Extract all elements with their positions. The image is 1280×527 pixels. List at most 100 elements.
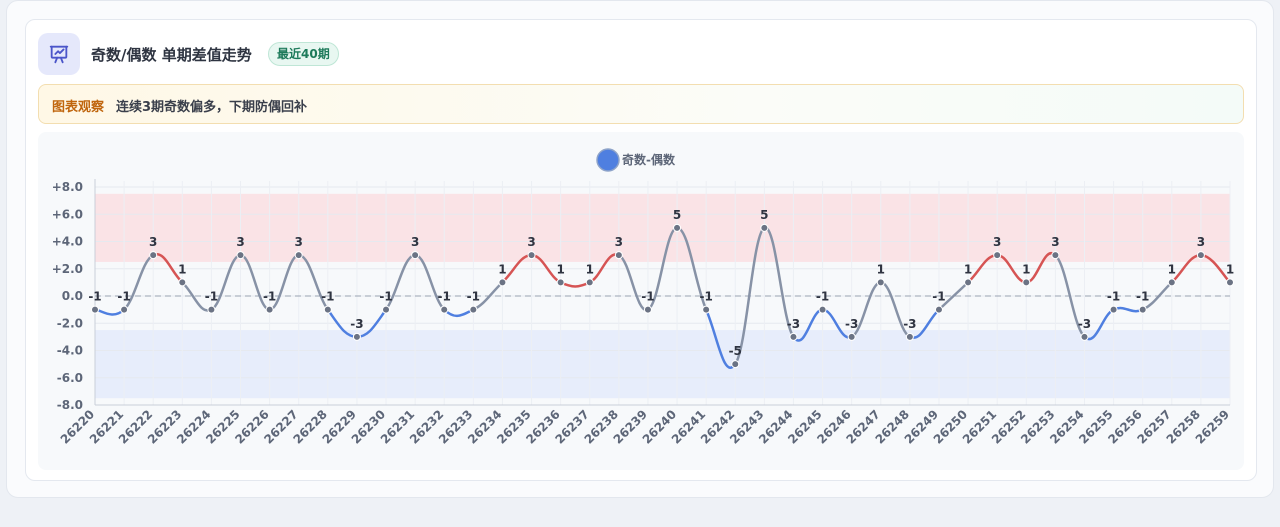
data-point [411,251,420,260]
data-point [614,251,623,260]
data-label: 1 [1022,262,1030,276]
y-tick-label: 0.0 [62,289,83,303]
observation-label: 图表观察 [52,100,105,115]
data-point [847,332,856,341]
data-label: -1 [117,290,130,304]
data-point [1022,278,1031,287]
data-label: 3 [993,235,1001,249]
data-label: -1 [816,290,829,304]
data-label: -1 [88,290,101,304]
presentation-chart-icon [38,33,80,75]
chart-title: 奇数/偶数 单期差值走势 [91,46,252,64]
series-line-segment [442,308,475,318]
data-label: -1 [205,290,218,304]
data-label: 5 [760,208,768,222]
y-tick-label: +4.0 [52,235,83,249]
data-point [760,223,769,232]
data-label: -3 [845,317,858,331]
range-band-1 [95,330,1230,399]
series-line-segment [559,281,591,288]
data-label: 3 [615,235,623,249]
data-label: -3 [787,317,800,331]
legend-label: 奇数-偶数 [622,152,676,167]
chart-card: 奇数/偶数 单期差值走势 最近40期 图表观察 连续3期奇数偏多，下期防偶回补 … [25,19,1257,481]
data-point [673,223,682,232]
data-label: 1 [556,262,564,276]
data-point [993,251,1002,260]
data-point [294,251,303,260]
legend-marker [596,148,620,172]
data-label: 3 [527,235,535,249]
data-label: -1 [699,290,712,304]
observation-text: 连续3期奇数偏多，下期防偶回补 [116,100,308,115]
data-label: 3 [149,235,157,249]
data-point [789,332,798,341]
data-label: -1 [1136,290,1149,304]
series-line-segment [763,226,795,339]
data-point [382,305,391,314]
data-point [1109,305,1118,314]
data-point [1196,251,1205,260]
data-label: 3 [295,235,303,249]
range-band-0 [95,193,1230,262]
data-point [964,278,973,287]
data-label: -1 [641,290,654,304]
data-point [265,305,274,314]
data-label: -5 [729,344,742,358]
data-label: 1 [498,262,506,276]
data-point [178,278,187,287]
data-label: -1 [321,290,334,304]
y-tick-label: -6.0 [57,371,83,385]
data-label: 1 [586,262,594,276]
data-point [1080,332,1089,341]
series-line-segment [93,308,126,316]
y-tick-label: +6.0 [52,207,83,221]
data-label: -3 [350,317,363,331]
data-point [818,305,827,314]
data-point [352,332,361,341]
data-label: 5 [673,208,681,222]
data-label: -3 [903,317,916,331]
period-badge: 最近40期 [268,42,339,66]
data-point [91,305,99,314]
data-point [440,305,449,314]
data-point [876,278,885,287]
data-point [702,305,711,314]
observation-banner: 图表观察 连续3期奇数偏多，下期防偶回补 [38,84,1244,124]
data-label: 3 [1197,235,1205,249]
data-label: -1 [263,290,276,304]
data-point [1051,251,1060,260]
data-point [469,305,478,314]
data-label: 3 [411,235,419,249]
data-point [731,360,740,369]
data-point [498,278,507,287]
data-label: -1 [1107,290,1120,304]
data-point [149,251,158,260]
data-point [905,332,914,341]
data-point [585,278,594,287]
y-tick-label: -2.0 [57,316,83,330]
series-line-segment [734,226,766,366]
data-point [643,305,652,314]
data-label: 3 [236,235,244,249]
data-point [556,278,565,287]
data-point [207,305,216,314]
data-label: 3 [1051,235,1059,249]
data-point [323,305,332,314]
data-label: 1 [1168,262,1176,276]
data-label: 1 [877,262,885,276]
data-point [1167,278,1176,287]
y-tick-label: +2.0 [52,262,83,276]
series-line-segment [1054,253,1086,339]
outer-panel: 奇数/偶数 单期差值走势 最近40期 图表观察 连续3期奇数偏多，下期防偶回补 … [6,0,1274,498]
line-chart: +8.0+6.0+4.0+2.00.0-2.0-4.0-6.0-8.026220… [52,148,1234,447]
data-label: -3 [1078,317,1091,331]
data-point [934,305,943,314]
data-label: -1 [438,290,451,304]
series-line-segment [704,308,737,369]
y-tick-label: +8.0 [52,180,83,194]
data-point [236,251,245,260]
y-tick-label: -4.0 [57,344,83,358]
series-line-segment [646,226,679,311]
data-label: 1 [178,262,186,276]
